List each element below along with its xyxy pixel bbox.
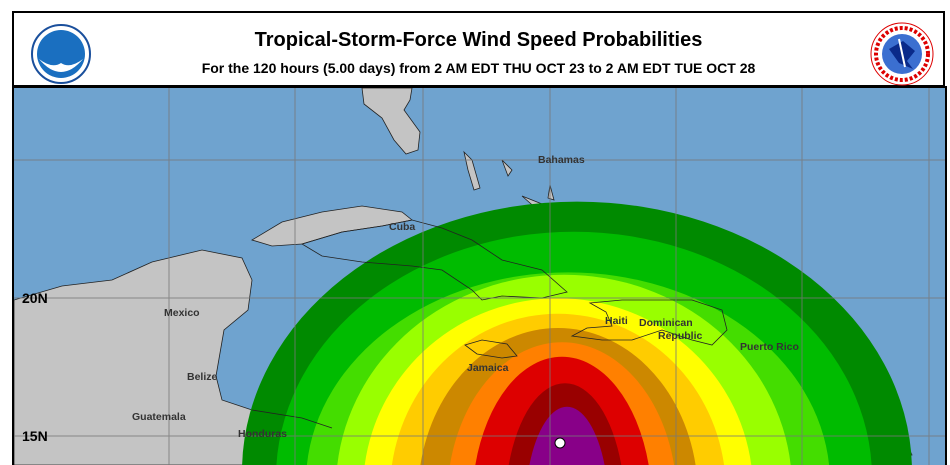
bahamas-islands (463, 150, 555, 211)
jamaica-outline (464, 339, 518, 359)
label-puerto-rico: Puerto Rico (740, 341, 799, 353)
label-haiti: Haiti (605, 315, 628, 327)
map-canvas: 20N 15N Bahamas Cuba Mexico Belize Guate… (14, 88, 945, 465)
hispaniola-outline (570, 299, 728, 346)
header: Tropical-Storm-Force Wind Speed Probabil… (12, 11, 945, 87)
lat-lon-grid (14, 88, 945, 465)
cuba-outline (301, 219, 568, 301)
label-bahamas: Bahamas (538, 154, 585, 166)
label-guatemala: Guatemala (132, 411, 186, 423)
label-republic: Republic (658, 330, 702, 342)
noaa-logo (31, 24, 91, 84)
label-jamaica: Jamaica (467, 362, 509, 374)
lat-label-15n: 15N (22, 428, 48, 444)
nws-logo (870, 22, 934, 86)
label-dominican: Dominican (639, 317, 693, 329)
land-outlines (251, 219, 728, 429)
label-belize: Belize (187, 371, 218, 383)
label-cuba: Cuba (389, 221, 415, 233)
label-honduras: Honduras (238, 428, 287, 440)
label-mexico: Mexico (164, 307, 200, 319)
chart-subtitle: For the 120 hours (5.00 days) from 2 AM … (201, 60, 756, 76)
storm-center-marker (554, 437, 566, 449)
chart-title: Tropical-Storm-Force Wind Speed Probabil… (254, 29, 703, 51)
probability-map: 20N 15N Bahamas Cuba Mexico Belize Guate… (12, 86, 947, 465)
florida (361, 88, 421, 155)
lat-label-20n: 20N (22, 290, 48, 306)
honduras-coast (251, 409, 333, 429)
